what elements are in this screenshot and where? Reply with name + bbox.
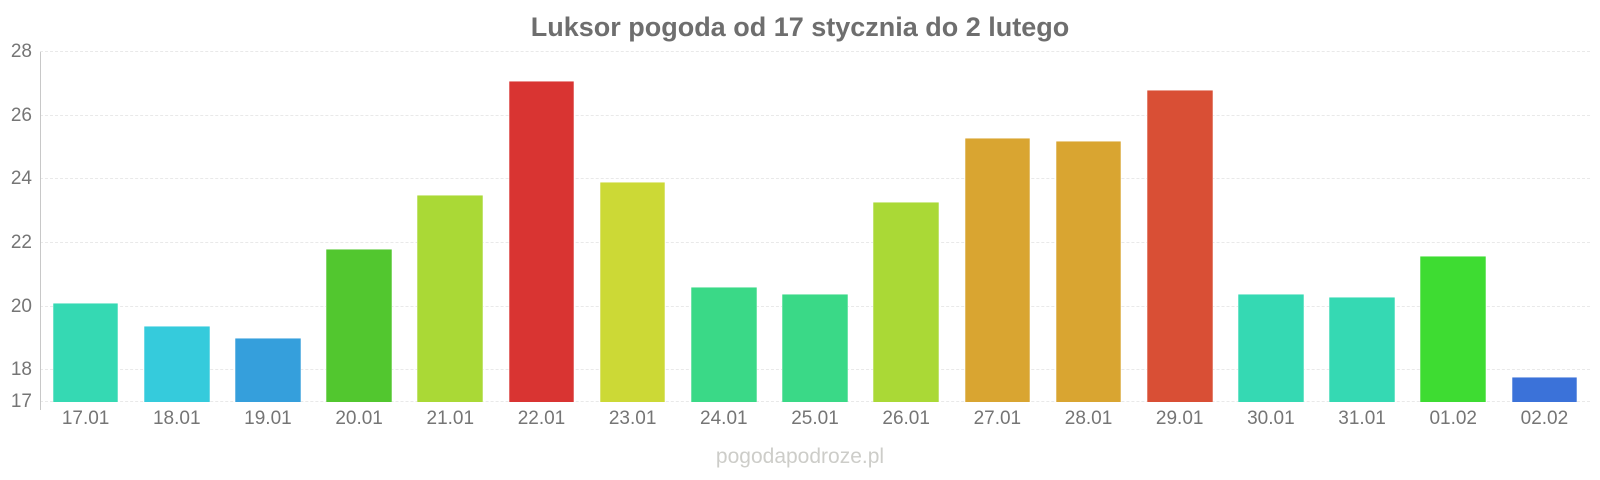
bar-23.01[interactable] [599,182,666,402]
x-axis-label: 27.01 [973,408,1022,429]
y-axis-tick-label: 26 [10,104,32,126]
gridline-26 [40,114,1590,116]
bar-29.01[interactable] [1146,90,1213,402]
x-axis-label: 01.02 [1429,408,1477,429]
y-axis-tick-label: 24 [10,168,32,190]
y-axis-tick-label: 28 [10,41,32,62]
y-axis-tick-label: 20 [10,295,32,317]
x-axis-label: 30.01 [1247,408,1295,429]
chart-title: Luksor pogoda od 17 stycznia do 2 lutego [530,12,1070,42]
x-axis-label: 29.01 [1155,408,1204,429]
x-axis-label: 17.01 [61,408,110,429]
x-axis-label: 22.01 [517,408,566,429]
bar-18.01[interactable] [143,325,210,402]
gridline-24 [40,178,1590,180]
x-axis-label: 19.01 [244,408,292,429]
plot-area [40,51,1590,402]
x-axis-label: 24.01 [700,408,748,429]
x-axis-label: 21.01 [426,408,475,429]
bar-22.01[interactable] [508,80,575,402]
bar-27.01[interactable] [964,137,1031,402]
bar-17.01[interactable] [52,303,119,402]
x-axis-label: 26.01 [882,408,930,429]
bar-21.01[interactable] [417,195,484,402]
y-axis-tick-label: 17 [10,391,32,412]
bar-31.01[interactable] [1329,297,1395,402]
bar-19.01[interactable] [235,338,301,402]
bar-26.01[interactable] [873,201,939,402]
bar-02.02[interactable] [1511,376,1578,402]
gridline-28 [40,51,1590,52]
x-axis-label: 02.02 [1520,408,1569,429]
bar-28.01[interactable] [1055,141,1122,402]
x-axis-label: 18.01 [152,408,201,429]
watermark: pogodapodroze.pl [715,445,885,468]
bar-20.01[interactable] [326,249,392,402]
x-axis-label: 28.01 [1064,408,1113,429]
x-axis-label: 20.01 [335,408,383,429]
y-axis-tick-label: 22 [10,231,32,253]
y-axis-tick-label: 18 [10,359,32,381]
x-axis-label: 31.01 [1338,408,1386,429]
x-axis-label: 25.01 [791,408,839,429]
gridline-22 [40,241,1590,243]
bar-25.01[interactable] [782,293,848,402]
y-axis-line [40,52,41,410]
x-axis-label: 23.01 [608,408,657,429]
bar-01.02[interactable] [1420,255,1487,402]
bar-30.01[interactable] [1238,293,1304,402]
bar-24.01[interactable] [691,287,757,402]
